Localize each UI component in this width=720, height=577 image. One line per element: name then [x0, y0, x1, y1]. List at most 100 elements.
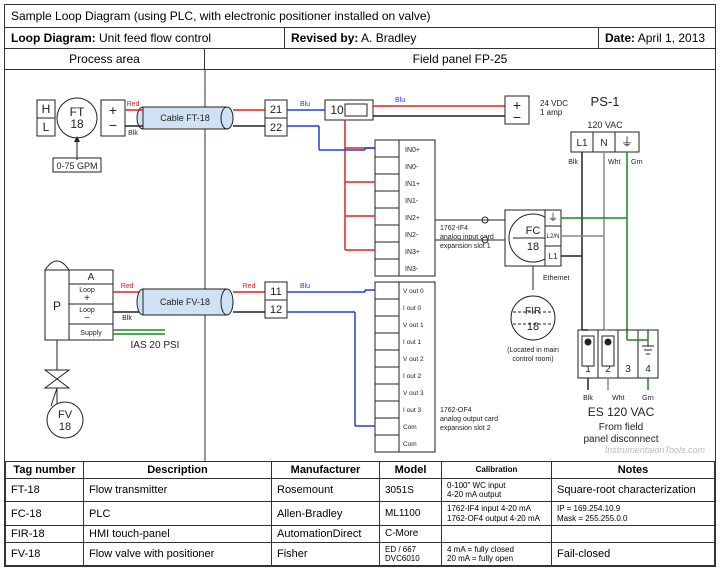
svg-text:expansion slot 1: expansion slot 1: [440, 243, 491, 250]
svg-text:IN0-: IN0-: [405, 164, 419, 171]
svg-text:IAS 20 PSI: IAS 20 PSI: [131, 340, 180, 351]
header-loop: Loop Diagram: Unit feed flow control: [5, 28, 285, 48]
equipment-table: Tag numberDescriptionManufacturerModelCa…: [5, 461, 715, 566]
svg-text:I out 3: I out 3: [403, 407, 421, 414]
svg-text:V out 0: V out 0: [403, 288, 424, 295]
table-cell: ML1100: [380, 502, 442, 525]
table-row: FT-18Flow transmitterRosemount3051S0-100…: [6, 479, 715, 502]
area-process: Process area: [5, 49, 205, 69]
table-header: Calibration: [442, 462, 552, 479]
svg-text:analog output card: analog output card: [440, 416, 498, 423]
caption: Sample Loop Diagram (using PLC, with ele…: [5, 5, 715, 27]
table-cell: Allen-Bradley: [272, 502, 380, 525]
svg-text:24 VDC: 24 VDC: [540, 99, 568, 108]
svg-text:1762-OF4: 1762-OF4: [440, 407, 472, 414]
table-cell: 3051S: [380, 479, 442, 502]
svg-text:−: −: [513, 109, 521, 125]
table-cell: Flow valve with positioner: [84, 542, 272, 565]
table-cell: FT-18: [6, 479, 84, 502]
svg-text:Red: Red: [243, 283, 256, 290]
svg-text:Red: Red: [127, 101, 140, 108]
svg-text:Blk: Blk: [128, 130, 138, 137]
svg-text:0-75 GPM: 0-75 GPM: [56, 161, 97, 171]
svg-text:L2/N: L2/N: [547, 234, 560, 240]
table-header: Model: [380, 462, 442, 479]
svg-text:Com: Com: [403, 424, 417, 431]
svg-text:+: +: [84, 293, 90, 304]
svg-text:18: 18: [59, 421, 71, 433]
svg-text:I out 2: I out 2: [403, 373, 421, 380]
svg-text:Wht: Wht: [608, 159, 621, 166]
svg-text:I out 1: I out 1: [403, 339, 421, 346]
header-date: Date: April 1, 2013: [599, 28, 715, 48]
table-cell: 4 mA = fully closed20 mA = fully open: [442, 542, 552, 565]
svg-text:ES 120 VAC: ES 120 VAC: [588, 405, 655, 419]
table-cell: Fisher: [272, 542, 380, 565]
date-label: Date:: [605, 31, 635, 45]
svg-text:+: +: [109, 102, 117, 118]
svg-text:A: A: [88, 272, 95, 283]
svg-text:18: 18: [527, 241, 539, 253]
header-revised: Revised by: A. Bradley: [285, 28, 599, 48]
table-cell: Flow transmitter: [84, 479, 272, 502]
svg-text:11: 11: [270, 286, 281, 298]
svg-text:3: 3: [625, 364, 631, 375]
svg-text:4: 4: [645, 364, 651, 375]
date-value: April 1, 2013: [638, 31, 705, 45]
table-cell: C-More: [380, 525, 442, 542]
svg-text:V out 1: V out 1: [403, 322, 424, 329]
loop-value: Unit feed flow control: [99, 31, 211, 45]
svg-text:L1: L1: [576, 138, 588, 149]
svg-text:V out 3: V out 3: [403, 390, 424, 397]
svg-text:H: H: [42, 102, 51, 116]
header-row: Loop Diagram: Unit feed flow control Rev…: [5, 27, 715, 49]
svg-text:IN1+: IN1+: [405, 181, 420, 188]
table-cell: ED / 667DVC6010: [380, 542, 442, 565]
loop-diagram-document: Sample Loop Diagram (using PLC, with ele…: [4, 4, 716, 567]
svg-text:Red: Red: [121, 283, 134, 290]
svg-text:⏚: ⏚: [548, 212, 558, 224]
table-row: FIR-18HMI touch-panelAutomationDirectC-M…: [6, 525, 715, 542]
svg-text:L1: L1: [549, 252, 558, 261]
table-cell: 0-100" WC input4-20 mA output: [442, 479, 552, 502]
svg-text:Blu: Blu: [300, 101, 310, 108]
svg-text:V out 2: V out 2: [403, 356, 424, 363]
svg-text:panel disconnect: panel disconnect: [583, 434, 658, 445]
svg-text:−: −: [84, 313, 90, 324]
table-cell: Fail-closed: [552, 542, 715, 565]
revised-label: Revised by:: [291, 31, 358, 45]
svg-text:IN1-: IN1-: [405, 198, 419, 205]
svg-text:IN3-: IN3-: [405, 266, 419, 273]
svg-text:⏚: ⏚: [621, 135, 633, 149]
svg-text:Blk: Blk: [568, 159, 578, 166]
table-cell: AutomationDirect: [272, 525, 380, 542]
table-header: Description: [84, 462, 272, 479]
svg-text:From field: From field: [599, 422, 643, 433]
loop-label: Loop Diagram:: [11, 31, 96, 45]
svg-text:FV: FV: [58, 409, 73, 421]
svg-text:PS-1: PS-1: [591, 94, 620, 109]
svg-text:L: L: [43, 120, 50, 134]
svg-text:IN3+: IN3+: [405, 249, 420, 256]
svg-text:IN2-: IN2-: [405, 232, 419, 239]
svg-text:21: 21: [270, 104, 282, 116]
svg-text:Grn: Grn: [642, 395, 654, 402]
svg-text:Cable FV-18: Cable FV-18: [160, 297, 210, 307]
svg-text:10: 10: [330, 103, 344, 117]
table-cell: Rosemount: [272, 479, 380, 502]
table-cell: Square-root characterization: [552, 479, 715, 502]
table-cell: FV-18: [6, 542, 84, 565]
svg-text:N: N: [600, 138, 607, 149]
svg-text:FC: FC: [526, 225, 541, 237]
diagram-canvas: HLFT18+−0-75 GPMCable FT-18RedBlk212210B…: [5, 69, 715, 461]
table-row: FV-18Flow valve with positionerFisherED …: [6, 542, 715, 565]
svg-text:Grn: Grn: [631, 159, 643, 166]
svg-text:Supply: Supply: [80, 330, 102, 337]
revised-value: A. Bradley: [361, 31, 416, 45]
table-cell: FIR-18: [6, 525, 84, 542]
table-header: Notes: [552, 462, 715, 479]
svg-text:1 amp: 1 amp: [540, 108, 563, 117]
svg-text:Blu: Blu: [395, 97, 405, 104]
svg-text:Cable FT-18: Cable FT-18: [160, 113, 210, 123]
svg-text:P: P: [53, 299, 61, 313]
